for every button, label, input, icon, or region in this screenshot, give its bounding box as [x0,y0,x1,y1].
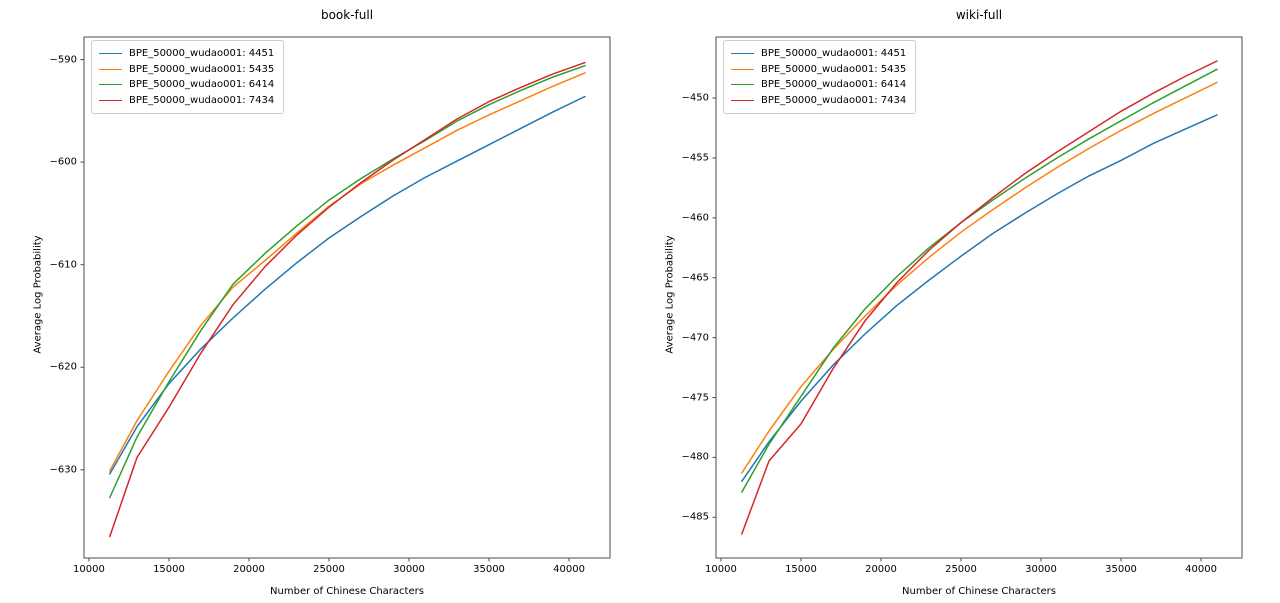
chart-panel-wiki-full: wiki-full Average Log Probability Number… [640,0,1280,603]
legend-entry: BPE_50000_wudao001: 7434 [731,93,906,109]
x-tick-label: 30000 [393,564,425,575]
series-line [109,95,586,475]
legend-label: BPE_50000_wudao001: 7434 [761,94,907,106]
x-tick-label: 35000 [1105,564,1137,575]
legend-label: BPE_50000_wudao001: 5435 [761,63,907,75]
y-tick-label: −600 [49,156,77,168]
legend-line-swatch [731,84,754,86]
x-tick-label: 25000 [313,564,345,575]
legend-label: BPE_50000_wudao001: 6414 [129,79,275,91]
x-tick-label: 15000 [153,564,185,575]
y-tick-label: −470 [681,331,709,343]
x-axis-label: Number of Chinese Characters [902,586,1056,597]
legend-entry: BPE_50000_wudao001: 4451 [99,46,274,62]
x-tick-label: 35000 [473,564,505,575]
axes-spines [715,36,1243,559]
x-tick-label: 40000 [553,564,585,575]
legend-line-swatch [99,84,122,86]
legend: BPE_50000_wudao001: 4451 BPE_50000_wudao0… [91,40,285,114]
y-tick-label: −620 [49,361,77,373]
legend-label: BPE_50000_wudao001: 7434 [129,94,275,106]
legend-entry: BPE_50000_wudao001: 5435 [731,62,906,78]
legend-line-swatch [731,53,754,55]
x-tick-label: 20000 [865,564,897,575]
legend-entry: BPE_50000_wudao001: 6414 [99,77,274,93]
x-tick-label: 30000 [1025,564,1057,575]
x-axis-label: Number of Chinese Characters [270,586,424,597]
y-tick-label: −460 [681,212,709,224]
x-tick-label: 40000 [1185,564,1217,575]
x-tick-label: 25000 [945,564,977,575]
legend-line-swatch [99,53,122,55]
y-tick-label: −610 [49,258,77,270]
x-tick-label: 10000 [705,564,737,575]
legend-line-swatch [99,99,122,101]
chart-title: wiki-full [955,8,1003,22]
series-line [109,61,586,538]
series-line [741,114,1218,483]
legend: BPE_50000_wudao001: 4451 BPE_50000_wudao0… [723,40,917,114]
legend-label: BPE_50000_wudao001: 4451 [761,48,907,60]
series-line [741,81,1218,474]
legend-entry: BPE_50000_wudao001: 4451 [731,46,906,62]
series-line [741,60,1218,535]
series-line [741,68,1218,493]
y-tick-label: −485 [681,511,709,523]
y-tick-label: −630 [49,464,77,476]
legend-label: BPE_50000_wudao001: 4451 [129,48,275,60]
legend-line-swatch [731,68,754,70]
y-tick-label: −450 [681,92,709,104]
y-tick-label: −455 [681,152,709,164]
legend-label: BPE_50000_wudao001: 6414 [761,79,907,91]
legend-entry: BPE_50000_wudao001: 7434 [99,93,274,109]
x-tick-label: 15000 [785,564,817,575]
y-tick-label: −465 [681,272,709,284]
legend-label: BPE_50000_wudao001: 5435 [129,63,275,75]
y-tick-label: −475 [681,391,709,403]
legend-entry: BPE_50000_wudao001: 6414 [731,77,906,93]
series-line [109,64,586,499]
y-tick-label: −480 [681,451,709,463]
legend-line-swatch [731,99,754,101]
x-tick-label: 10000 [73,564,105,575]
chart-title: book-full [320,8,374,22]
y-tick-label: −590 [49,53,77,65]
legend-entry: BPE_50000_wudao001: 5435 [99,62,274,78]
chart-panel-book-full: book-full Average Log Probability Number… [33,8,585,597]
legend-line-swatch [99,68,122,70]
x-tick-label: 20000 [233,564,265,575]
axes-spines [83,36,611,559]
